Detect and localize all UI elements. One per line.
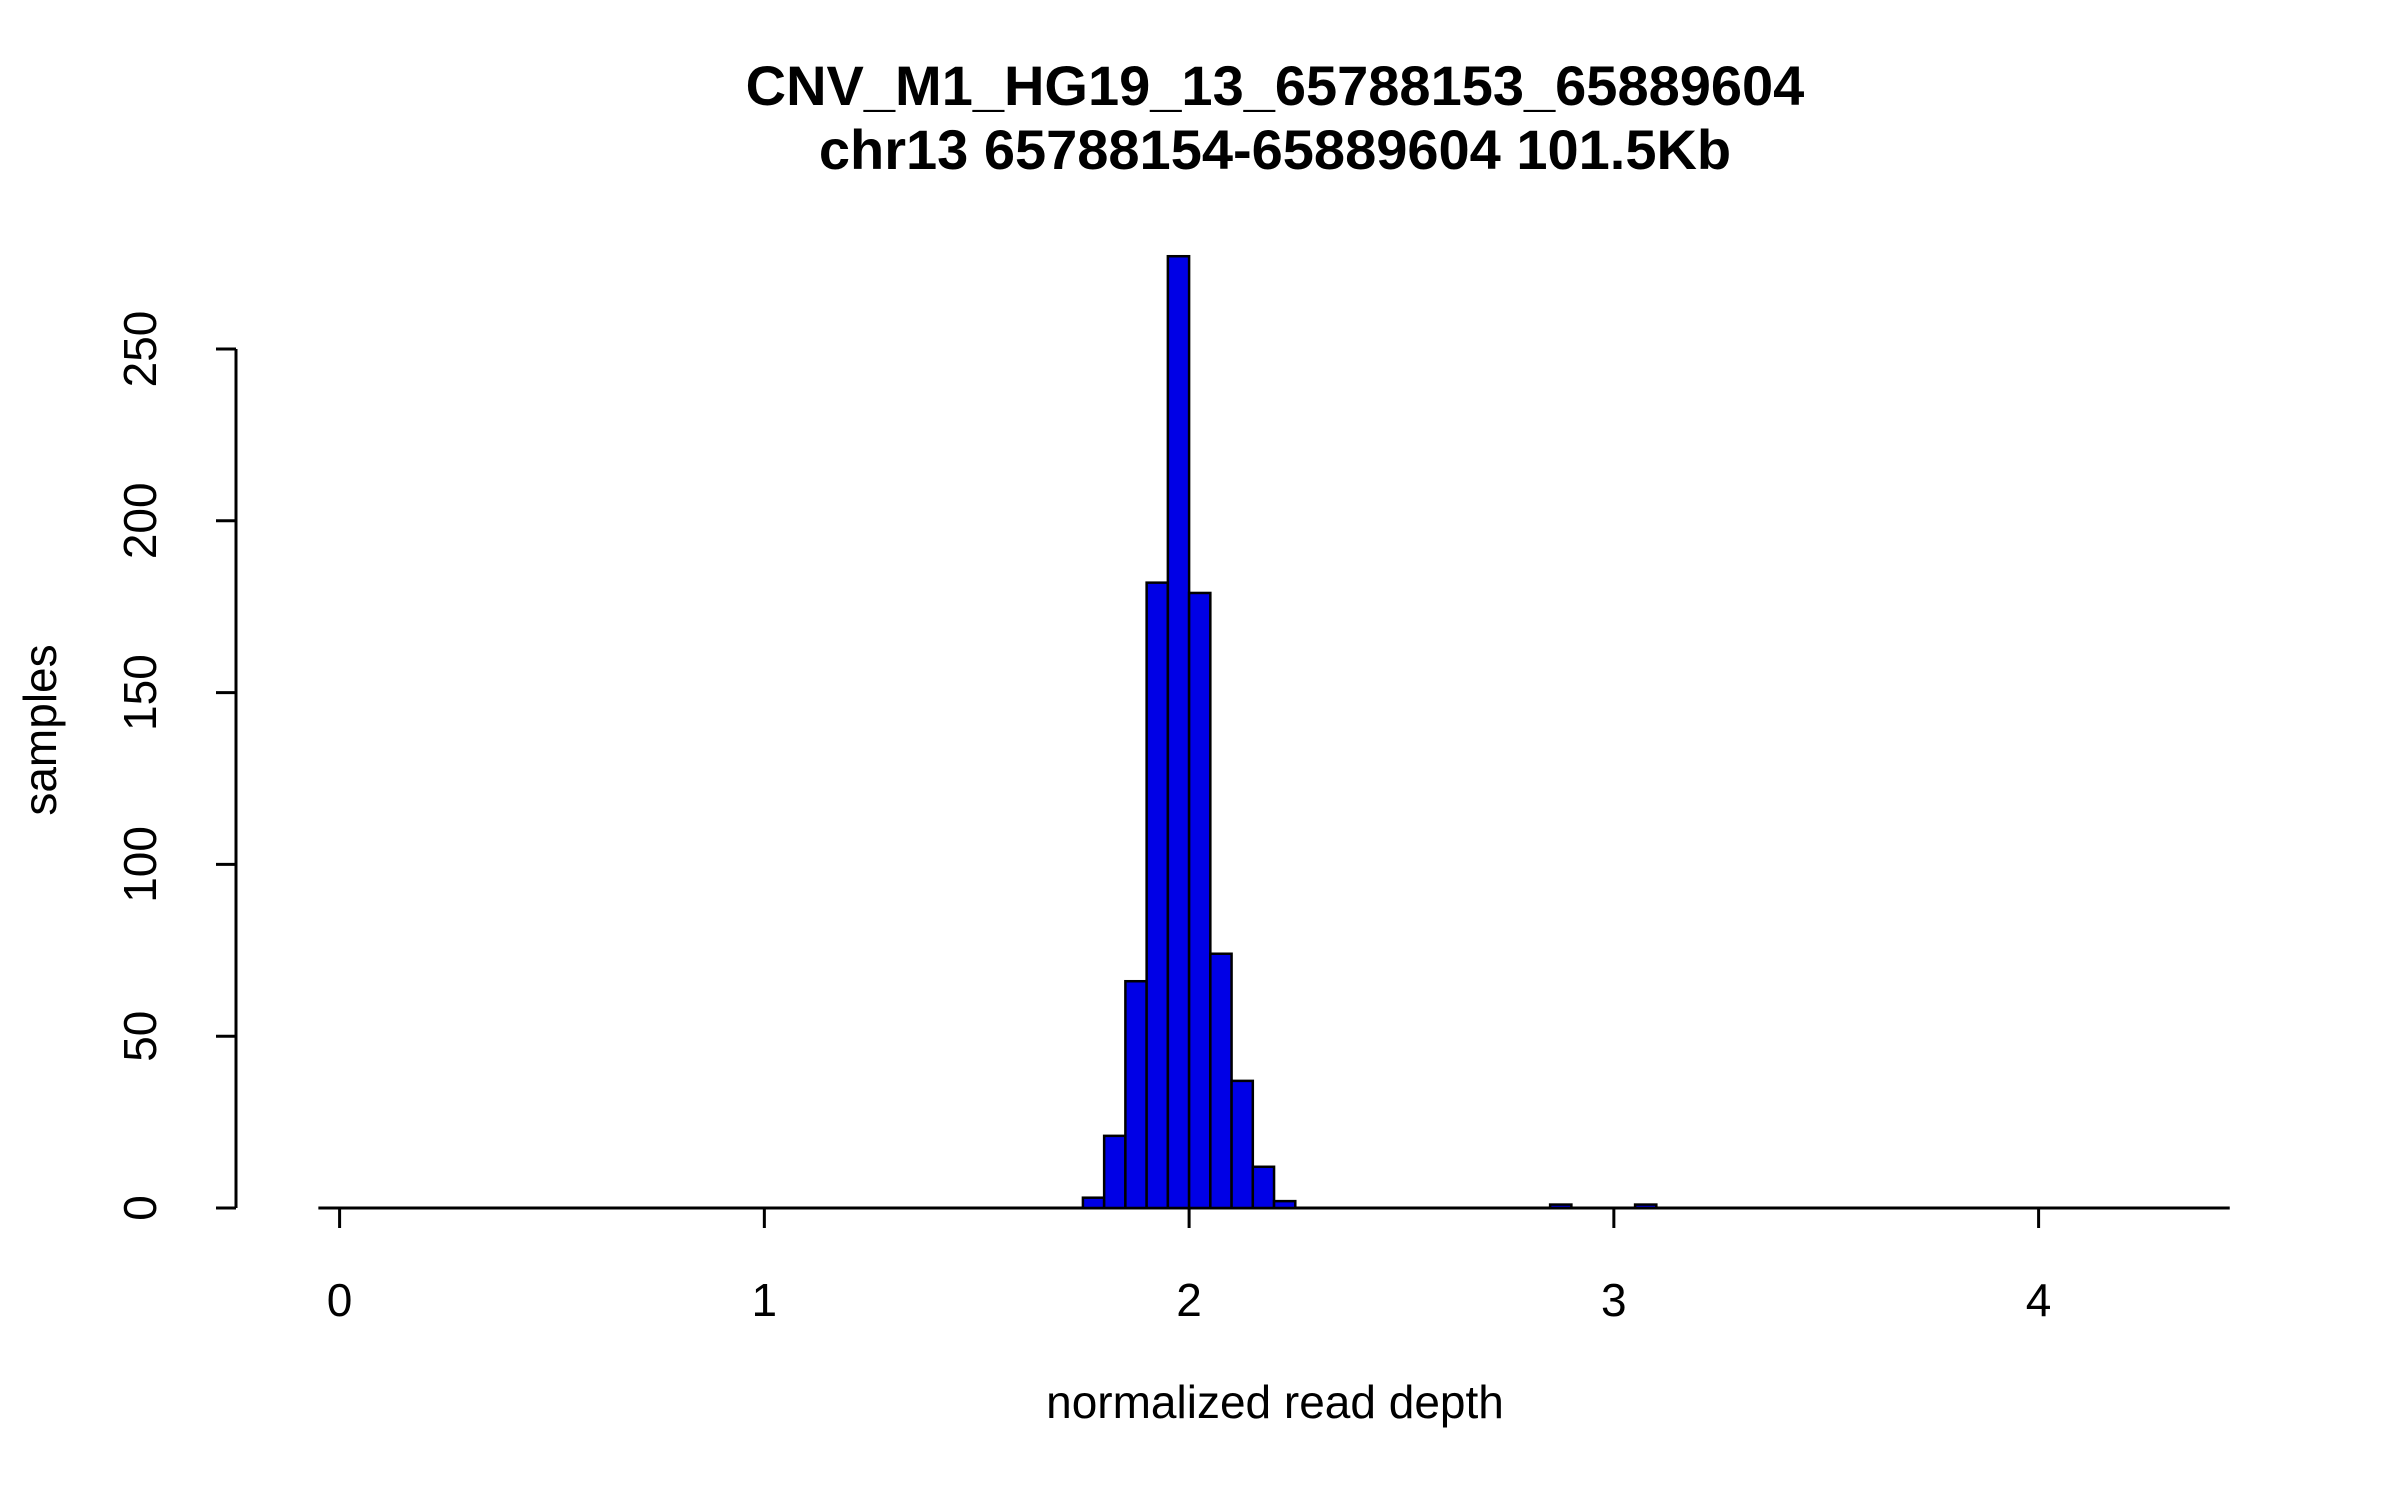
- histogram-bar: [1548, 1203, 1573, 1210]
- histogram-bar: [1187, 591, 1212, 1210]
- histogram-bar: [1145, 581, 1170, 1210]
- histogram-bar: [1633, 1203, 1658, 1210]
- y-tick-label: 200: [114, 482, 166, 559]
- histogram-bar: [1166, 254, 1191, 1210]
- histogram-bar: [1230, 1079, 1255, 1210]
- histogram-bar: [1102, 1134, 1127, 1210]
- y-tick-label: 150: [114, 654, 166, 731]
- y-tick-label: 100: [114, 826, 166, 903]
- histogram-bar: [1124, 979, 1148, 1210]
- y-tick-label: 250: [114, 311, 166, 388]
- x-tick-label: 2: [1176, 1274, 1202, 1326]
- chart-subtitle: chr13 65788154-65889604 101.5Kb: [818, 118, 1732, 181]
- chart-title: CNV_M1_HG19_13_65788153_65889604: [745, 54, 1805, 117]
- y-tick-label: 0: [114, 1195, 166, 1221]
- x-tick-label: 3: [1601, 1274, 1627, 1326]
- x-tick-label: 1: [752, 1274, 778, 1326]
- x-tick-label: 4: [2026, 1274, 2052, 1326]
- histogram-bar: [1251, 1165, 1276, 1210]
- y-tick-label: 50: [114, 1011, 166, 1062]
- histogram-bar: [1272, 1199, 1297, 1210]
- x-axis-title: normalized read depth: [1046, 1376, 1504, 1428]
- histogram-bar: [1209, 952, 1233, 1210]
- histogram-bar: [1081, 1196, 1106, 1210]
- x-tick-label: 0: [327, 1274, 353, 1326]
